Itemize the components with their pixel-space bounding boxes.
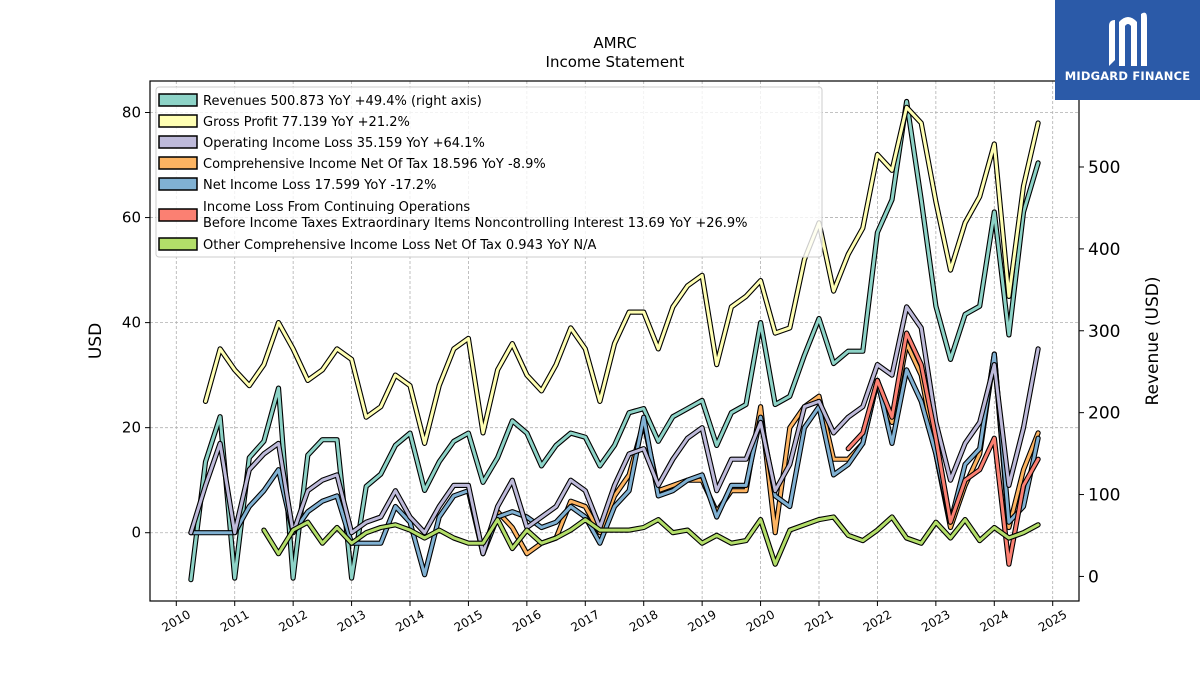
legend-entry-income-continuing-ops-line2: Before Income Taxes Extraordinary Items … <box>203 216 748 231</box>
y-tick-label-right: 200 <box>1088 404 1120 424</box>
legend-frame <box>155 86 823 258</box>
series-revenues-line <box>189 100 1040 582</box>
y-axis-label-right: Revenue (USD) <box>1143 276 1163 405</box>
legend-entry-comprehensive-income: Comprehensive Income Net Of Tax 18.596 Y… <box>203 157 546 172</box>
chart-title: AMRC <box>593 34 636 52</box>
legend: Revenues 500.873 YoY +49.4% (right axis)… <box>155 86 823 258</box>
brand-logo-text: MIDGARD FINANCE <box>1064 69 1191 83</box>
x-tick-label: 2011 <box>218 607 251 634</box>
plot-frame <box>149 80 1080 602</box>
series-income-loss-from-continuing-operations-before-income-taxes-extraordinary-items-noncontrolling-interest-line <box>846 331 1040 566</box>
legend-swatch-income-continuing-ops <box>158 208 198 222</box>
legend-swatch-revenues <box>158 93 198 107</box>
x-tick-label: 2021 <box>802 607 835 634</box>
y-tick-label-left: 40 <box>122 314 141 332</box>
legend-entry-gross-profit: Gross Profit 77.139 YoY +21.2% <box>203 115 410 130</box>
x-tick-label: 2014 <box>393 607 426 634</box>
midgard-m-monogram-icon <box>1109 12 1147 67</box>
x-tick-label: 2017 <box>569 607 602 634</box>
legend-swatch-net-income <box>158 177 198 191</box>
x-tick-label: 2025 <box>1036 607 1069 634</box>
x-tick-label: 2015 <box>452 607 485 634</box>
x-tick-label: 2010 <box>160 607 193 634</box>
y-ticks-left: 0 20 40 60 80 <box>122 104 150 542</box>
chart-subtitle: Income Statement <box>546 53 685 71</box>
series-layer <box>188 98 1041 583</box>
y-tick-label-right: 100 <box>1088 486 1120 506</box>
y-tick-label-right: 400 <box>1088 240 1120 260</box>
series-operating-income-loss-line <box>189 305 1040 556</box>
y-axis-label-left: USD <box>86 323 106 359</box>
y-tick-label-right: 300 <box>1088 322 1120 342</box>
y-tick-label-left: 60 <box>122 209 141 227</box>
legend-swatch-operating-income <box>158 135 198 149</box>
x-tick-label: 2022 <box>861 607 894 634</box>
x-tick-label: 2016 <box>510 607 543 634</box>
brand-logo: MIDGARD FINANCE <box>1055 0 1200 100</box>
x-tick-label: 2019 <box>685 607 718 634</box>
legend-entry-revenues: Revenues 500.873 YoY +49.4% (right axis) <box>203 94 482 109</box>
x-tick-label: 2012 <box>276 607 309 634</box>
x-tick-label: 2020 <box>744 607 777 634</box>
y-tick-label-right: 0 <box>1088 567 1099 587</box>
legend-swatch-comprehensive-income <box>158 156 198 170</box>
y-ticks-right: 0 100 200 300 400 500 <box>1079 158 1120 587</box>
x-tick-label: 2024 <box>978 607 1011 634</box>
legend-entry-income-continuing-ops-line1: Income Loss From Continuing Operations <box>203 200 470 215</box>
legend-entry-operating-income: Operating Income Loss 35.159 YoY +64.1% <box>203 136 485 151</box>
x-tick-label: 2018 <box>627 607 660 634</box>
y-tick-label-right: 500 <box>1088 158 1120 178</box>
legend-swatch-other-comprehensive <box>158 237 198 251</box>
legend-swatch-gross-profit <box>158 114 198 128</box>
series-net-income-loss-line <box>189 352 1040 577</box>
x-tick-label: 2013 <box>335 607 368 634</box>
x-tick-label: 2023 <box>919 607 952 634</box>
y-tick-label-left: 20 <box>122 419 141 437</box>
series-other-comprehensive-income-loss-net-of-tax-line <box>262 515 1040 566</box>
x-ticks: 2010 2011 2012 2013 2014 2015 2016 2017 2018 2019… <box>160 601 1069 635</box>
legend-entry-other-comprehensive: Other Comprehensive Income Loss Net Of T… <box>203 238 597 253</box>
series-gross-profit-line <box>204 105 1040 445</box>
y-tick-label-left: 80 <box>122 104 141 122</box>
legend-entry-net-income: Net Income Loss 17.599 YoY -17.2% <box>203 178 436 193</box>
y-tick-label-left: 0 <box>131 524 141 542</box>
